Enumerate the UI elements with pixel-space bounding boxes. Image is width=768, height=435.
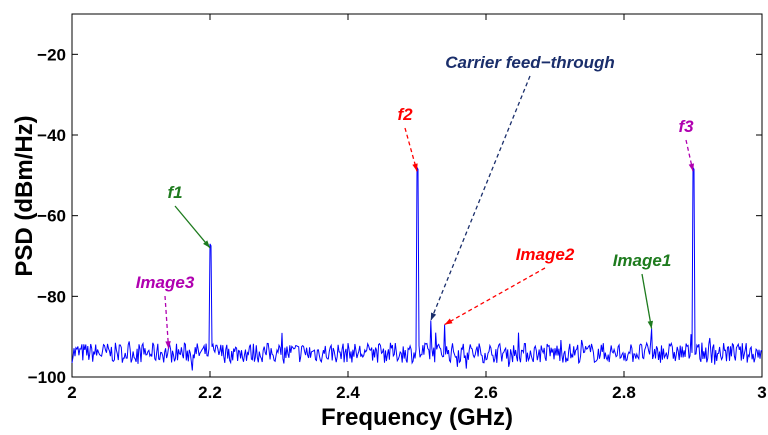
y-axis-label: PSD (dBm/Hz) [11,115,38,276]
annotation-label: f1 [167,183,182,202]
annotation-arrowhead [165,341,171,349]
annotations: f1 f2 f3 Carrier feed−through Image1 Image2 Im… [136,53,694,349]
annotation-arrowhead [430,312,437,321]
y-tick-label: −100 [28,368,66,387]
annotation-arrowhead [688,163,695,172]
x-tick-label: 2.2 [198,383,222,402]
x-tick-label: 3 [757,383,766,402]
y-tick-label: −60 [37,207,66,226]
x-tick-label: 2.6 [474,383,498,402]
x-axis-label: Frequency (GHz) [321,404,513,431]
annotation-arrowhead [647,320,654,329]
annotation-arrowhead [444,318,453,325]
annotation-label: Image1 [613,251,672,270]
annotation-arrow [174,205,211,249]
x-tick-label: 2.4 [336,383,360,402]
annotation-arrowhead [412,163,418,172]
y-tick-label: −80 [37,287,66,306]
x-tick-label: 2 [67,383,76,402]
annotation-arrow [430,75,531,321]
annotation-arrowhead [203,240,210,248]
annotation-arrow [164,295,170,349]
y-tick-label: −40 [37,126,66,145]
annotation-label: f2 [397,105,413,124]
annotation-label: Image3 [136,273,195,292]
annotation-arrow [685,139,694,172]
annotation-label: Image2 [516,245,575,264]
y-tick-label: −20 [37,45,66,64]
annotation-arrow [444,267,546,326]
x-tick-label: 2.8 [612,383,636,402]
annotation-label: f3 [678,117,694,136]
annotation-arrow [641,273,653,329]
annotation-label: Carrier feed−through [445,53,615,72]
axis-ticks: 2 2.2 2.4 2.6 2.8 3 −100 −80 −60 −40 −20 [28,14,767,402]
